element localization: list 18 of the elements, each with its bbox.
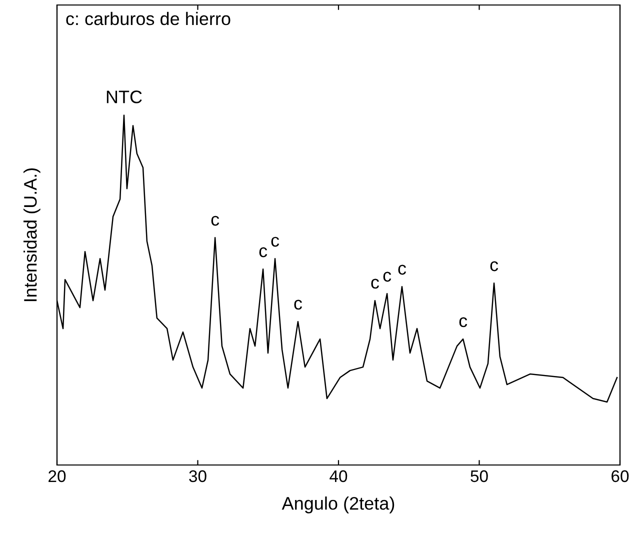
- annotation: c: [371, 278, 379, 289]
- annotation: NTC: [106, 90, 142, 104]
- y-axis-title: Intensidad (U.A.): [24, 168, 40, 302]
- annotation: c: [398, 264, 406, 275]
- annotation: c: [383, 272, 392, 282]
- x-tick-label: 50: [470, 470, 488, 482]
- annotation: c: [271, 236, 280, 247]
- x-axis-title: Angulo (2teta): [282, 496, 394, 514]
- annotation: c: [294, 300, 302, 310]
- annotation: c: [459, 317, 468, 328]
- annotation: c: [259, 247, 268, 258]
- annotation: c: [211, 216, 220, 226]
- annotation: c: [490, 261, 498, 272]
- x-tick-label: 40: [330, 470, 348, 482]
- x-tick-label: 60: [612, 470, 629, 482]
- text: c: carburos de hierro: [66, 12, 230, 26]
- x-tick-label: 30: [189, 470, 206, 482]
- x-tick-label: 20: [48, 470, 66, 482]
